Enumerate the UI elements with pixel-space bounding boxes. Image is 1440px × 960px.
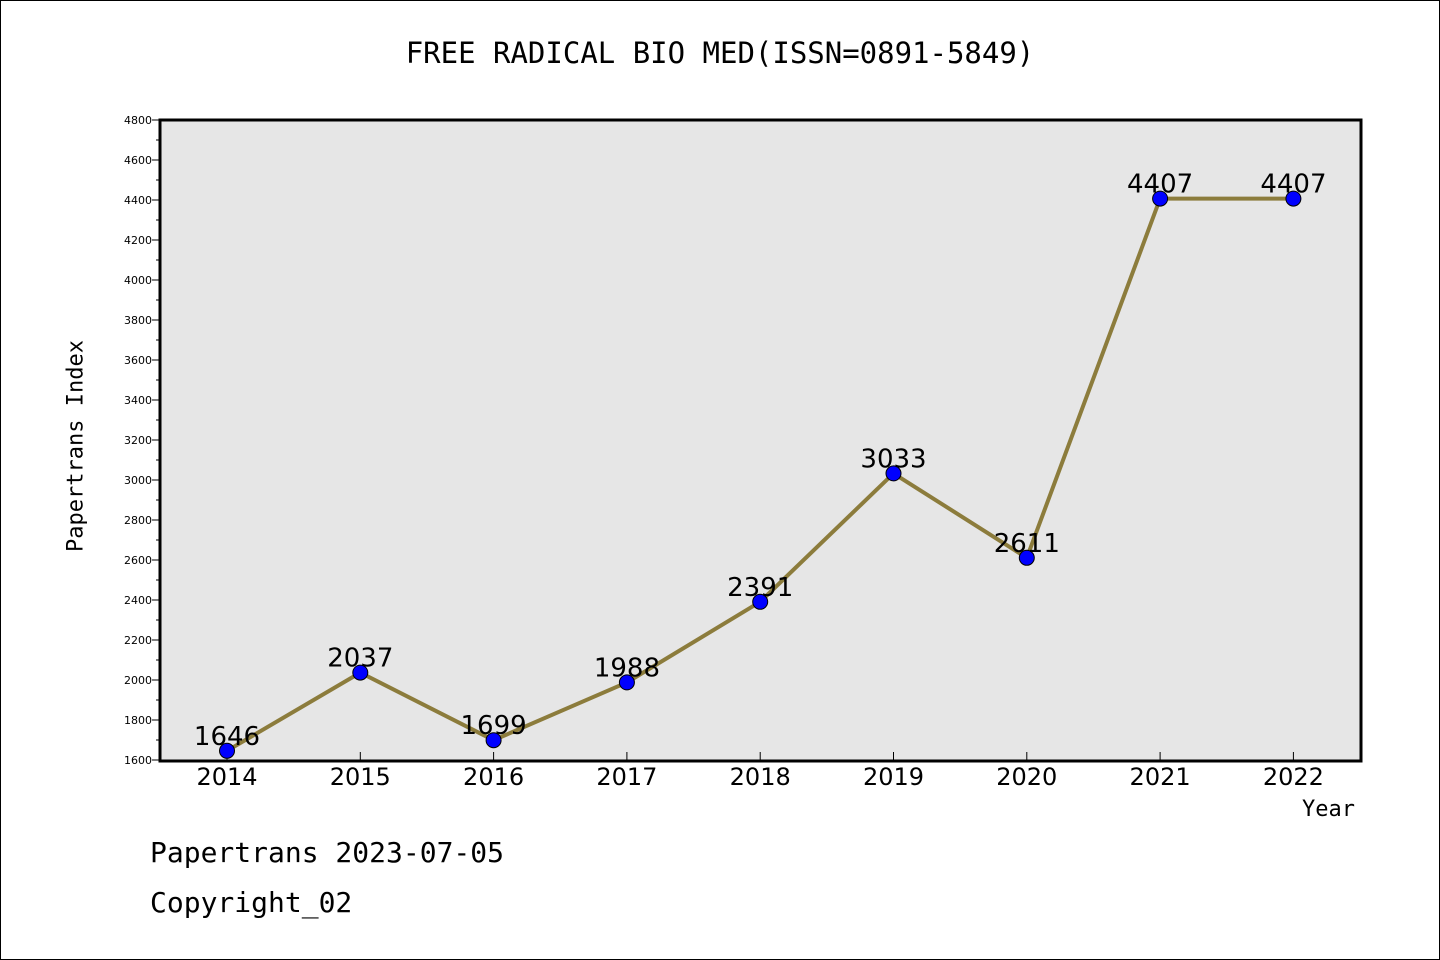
y-tick-label: 4000 bbox=[124, 274, 152, 287]
footer-copyright: Copyright_02 bbox=[150, 886, 353, 919]
data-labels: 1646 2037 1699 1988 2391 3033 2611 4407 4407 bbox=[194, 170, 1327, 752]
x-tick-label: 2015 bbox=[330, 763, 391, 791]
data-point bbox=[1018, 549, 1035, 566]
x-tick-label: 2021 bbox=[1130, 763, 1191, 791]
data-label: 4407 bbox=[1127, 170, 1193, 200]
data-label: 4407 bbox=[1260, 170, 1326, 200]
y-tick-label: 4200 bbox=[124, 234, 152, 247]
x-tick-label: 2017 bbox=[596, 763, 657, 791]
y-tick-label: 1800 bbox=[124, 714, 152, 727]
x-axis-label: Year bbox=[1302, 797, 1355, 822]
plot-area bbox=[158, 118, 1363, 763]
data-label: 1699 bbox=[461, 711, 527, 741]
data-point bbox=[752, 593, 769, 610]
data-point bbox=[1285, 190, 1302, 207]
y-tick-label: 2600 bbox=[124, 554, 152, 567]
data-point bbox=[1152, 190, 1169, 207]
data-label: 2611 bbox=[994, 529, 1060, 559]
data-point bbox=[885, 465, 902, 482]
data-point bbox=[219, 742, 235, 759]
y-axis: 1600 1800 2000 2200 2400 2600 2800 3000 3200 3400… bbox=[124, 114, 160, 767]
data-label: 3033 bbox=[860, 444, 926, 474]
chart-title: FREE RADICAL BIO MED(ISSN=0891-5849) bbox=[405, 36, 1035, 70]
data-point bbox=[618, 674, 635, 691]
data-label: 2391 bbox=[727, 573, 793, 603]
footer-date: Papertrans 2023-07-05 bbox=[150, 836, 505, 869]
y-tick-label: 3600 bbox=[124, 354, 152, 367]
data-label: 2037 bbox=[327, 644, 393, 674]
x-tick-label: 2018 bbox=[730, 763, 791, 791]
x-tick-label: 2014 bbox=[196, 763, 257, 791]
x-axis: 2014 2015 2016 2017 2018 2019 2020 2021 2022 bbox=[196, 752, 1324, 791]
y-tick-label: 3000 bbox=[124, 474, 152, 487]
x-tick-label: 2019 bbox=[863, 763, 924, 791]
y-tick-label: 3400 bbox=[124, 394, 152, 407]
y-tick-label: 4800 bbox=[124, 114, 152, 127]
x-tick-label: 2020 bbox=[996, 763, 1057, 791]
data-point bbox=[485, 732, 502, 749]
y-tick-label: 3800 bbox=[124, 314, 152, 327]
y-tick-label: 4600 bbox=[124, 154, 152, 167]
series-group bbox=[219, 190, 1302, 759]
y-axis-label: Papertrans Index bbox=[63, 340, 89, 552]
y-tick-label: 2200 bbox=[124, 634, 152, 647]
y-tick-label: 1600 bbox=[124, 754, 152, 767]
data-point bbox=[352, 664, 369, 681]
y-tick-label: 3200 bbox=[124, 434, 152, 447]
y-tick-label: 2000 bbox=[124, 674, 152, 687]
y-tick-label: 4400 bbox=[124, 194, 152, 207]
y-tick-label: 2400 bbox=[124, 594, 152, 607]
data-label: 1988 bbox=[594, 653, 660, 683]
x-tick-label: 2022 bbox=[1263, 763, 1324, 791]
data-label: 1646 bbox=[194, 722, 260, 752]
x-tick-label: 2016 bbox=[463, 763, 524, 791]
y-tick-label: 2800 bbox=[124, 514, 152, 527]
